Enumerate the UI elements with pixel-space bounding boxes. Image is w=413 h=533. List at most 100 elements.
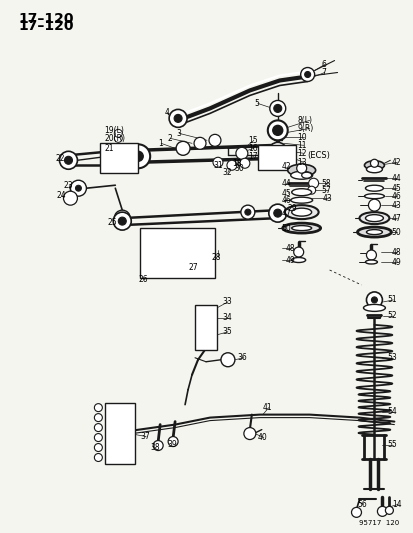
- Text: 46: 46: [390, 192, 400, 201]
- Circle shape: [307, 186, 315, 194]
- Text: 40: 40: [257, 433, 267, 442]
- Text: 17–120: 17–120: [19, 19, 74, 33]
- Text: 44: 44: [390, 174, 400, 183]
- Circle shape: [272, 125, 282, 135]
- Text: 22: 22: [55, 154, 65, 163]
- Text: 21: 21: [104, 144, 114, 153]
- Ellipse shape: [290, 171, 312, 179]
- Ellipse shape: [365, 185, 382, 191]
- Circle shape: [269, 100, 285, 116]
- Circle shape: [300, 68, 314, 82]
- Text: 2: 2: [167, 134, 171, 143]
- Text: 4: 4: [164, 108, 169, 117]
- Circle shape: [168, 437, 178, 447]
- Ellipse shape: [290, 197, 312, 203]
- Circle shape: [267, 120, 287, 140]
- Text: 50: 50: [281, 224, 291, 232]
- Circle shape: [239, 158, 249, 168]
- Text: 50: 50: [390, 228, 400, 237]
- Text: 1: 1: [158, 139, 163, 148]
- Circle shape: [63, 191, 77, 205]
- Circle shape: [212, 157, 223, 167]
- Circle shape: [114, 134, 122, 142]
- Text: 95717  120: 95717 120: [358, 520, 399, 526]
- Circle shape: [70, 180, 86, 196]
- Text: 57: 57: [321, 185, 330, 195]
- Text: 35: 35: [221, 327, 231, 336]
- Text: 10: 10: [297, 133, 306, 142]
- Text: 7: 7: [321, 68, 326, 77]
- Circle shape: [64, 156, 72, 164]
- Circle shape: [273, 209, 281, 217]
- Text: 33: 33: [221, 297, 231, 306]
- Text: 47: 47: [281, 208, 291, 217]
- Text: 56: 56: [357, 500, 366, 509]
- Text: 5: 5: [254, 99, 259, 108]
- Text: 47: 47: [390, 214, 400, 223]
- Circle shape: [59, 151, 77, 169]
- Ellipse shape: [287, 164, 315, 176]
- Text: 12: 12: [297, 149, 306, 158]
- Circle shape: [293, 247, 303, 257]
- Circle shape: [244, 209, 250, 215]
- Text: 18: 18: [231, 159, 241, 168]
- Text: 55: 55: [387, 440, 396, 449]
- Ellipse shape: [363, 304, 385, 311]
- Text: 26: 26: [138, 276, 147, 285]
- Circle shape: [268, 204, 286, 222]
- Text: 48: 48: [285, 244, 294, 253]
- Circle shape: [119, 215, 125, 221]
- Text: 8(L): 8(L): [297, 116, 312, 125]
- Ellipse shape: [363, 193, 384, 199]
- Circle shape: [308, 178, 318, 188]
- Ellipse shape: [366, 166, 382, 173]
- Circle shape: [240, 205, 254, 219]
- Circle shape: [94, 433, 102, 441]
- Ellipse shape: [282, 223, 320, 233]
- Text: 43: 43: [390, 200, 400, 209]
- Text: 24: 24: [56, 191, 66, 200]
- Text: 9(R): 9(R): [297, 124, 313, 133]
- Ellipse shape: [291, 225, 311, 231]
- Circle shape: [174, 115, 182, 123]
- Text: (ECS): (ECS): [307, 151, 330, 160]
- Text: 28: 28: [211, 253, 221, 262]
- Bar: [195, 305, 216, 350]
- Bar: [257, 146, 295, 170]
- Text: 48: 48: [390, 247, 400, 256]
- Text: 6: 6: [321, 60, 326, 69]
- Text: 53: 53: [387, 353, 396, 362]
- Text: 58: 58: [321, 179, 330, 188]
- Text: 41: 41: [262, 403, 272, 412]
- Circle shape: [273, 104, 281, 112]
- Bar: [140, 228, 214, 278]
- Text: 42: 42: [281, 161, 291, 171]
- Ellipse shape: [365, 215, 382, 222]
- Ellipse shape: [365, 260, 377, 264]
- Circle shape: [221, 353, 234, 367]
- Text: 19(L): 19(L): [104, 126, 124, 135]
- Text: 45: 45: [390, 184, 400, 193]
- Text: 31: 31: [212, 161, 222, 170]
- Circle shape: [94, 414, 102, 422]
- Circle shape: [153, 441, 163, 450]
- Ellipse shape: [301, 172, 311, 178]
- Circle shape: [273, 147, 281, 155]
- Text: 30: 30: [233, 164, 243, 173]
- Circle shape: [133, 151, 143, 161]
- Bar: [105, 402, 135, 464]
- Circle shape: [94, 403, 102, 411]
- Circle shape: [126, 144, 150, 168]
- Circle shape: [366, 292, 382, 308]
- Text: 17–120: 17–120: [19, 12, 74, 26]
- Text: 3: 3: [176, 129, 180, 138]
- Ellipse shape: [357, 227, 390, 237]
- Text: 13: 13: [297, 158, 306, 167]
- Circle shape: [370, 297, 377, 303]
- Text: 23: 23: [63, 181, 73, 190]
- Ellipse shape: [284, 205, 318, 219]
- Text: 38: 38: [150, 443, 159, 452]
- Circle shape: [176, 141, 190, 155]
- Text: 11: 11: [297, 141, 306, 150]
- Circle shape: [235, 147, 247, 159]
